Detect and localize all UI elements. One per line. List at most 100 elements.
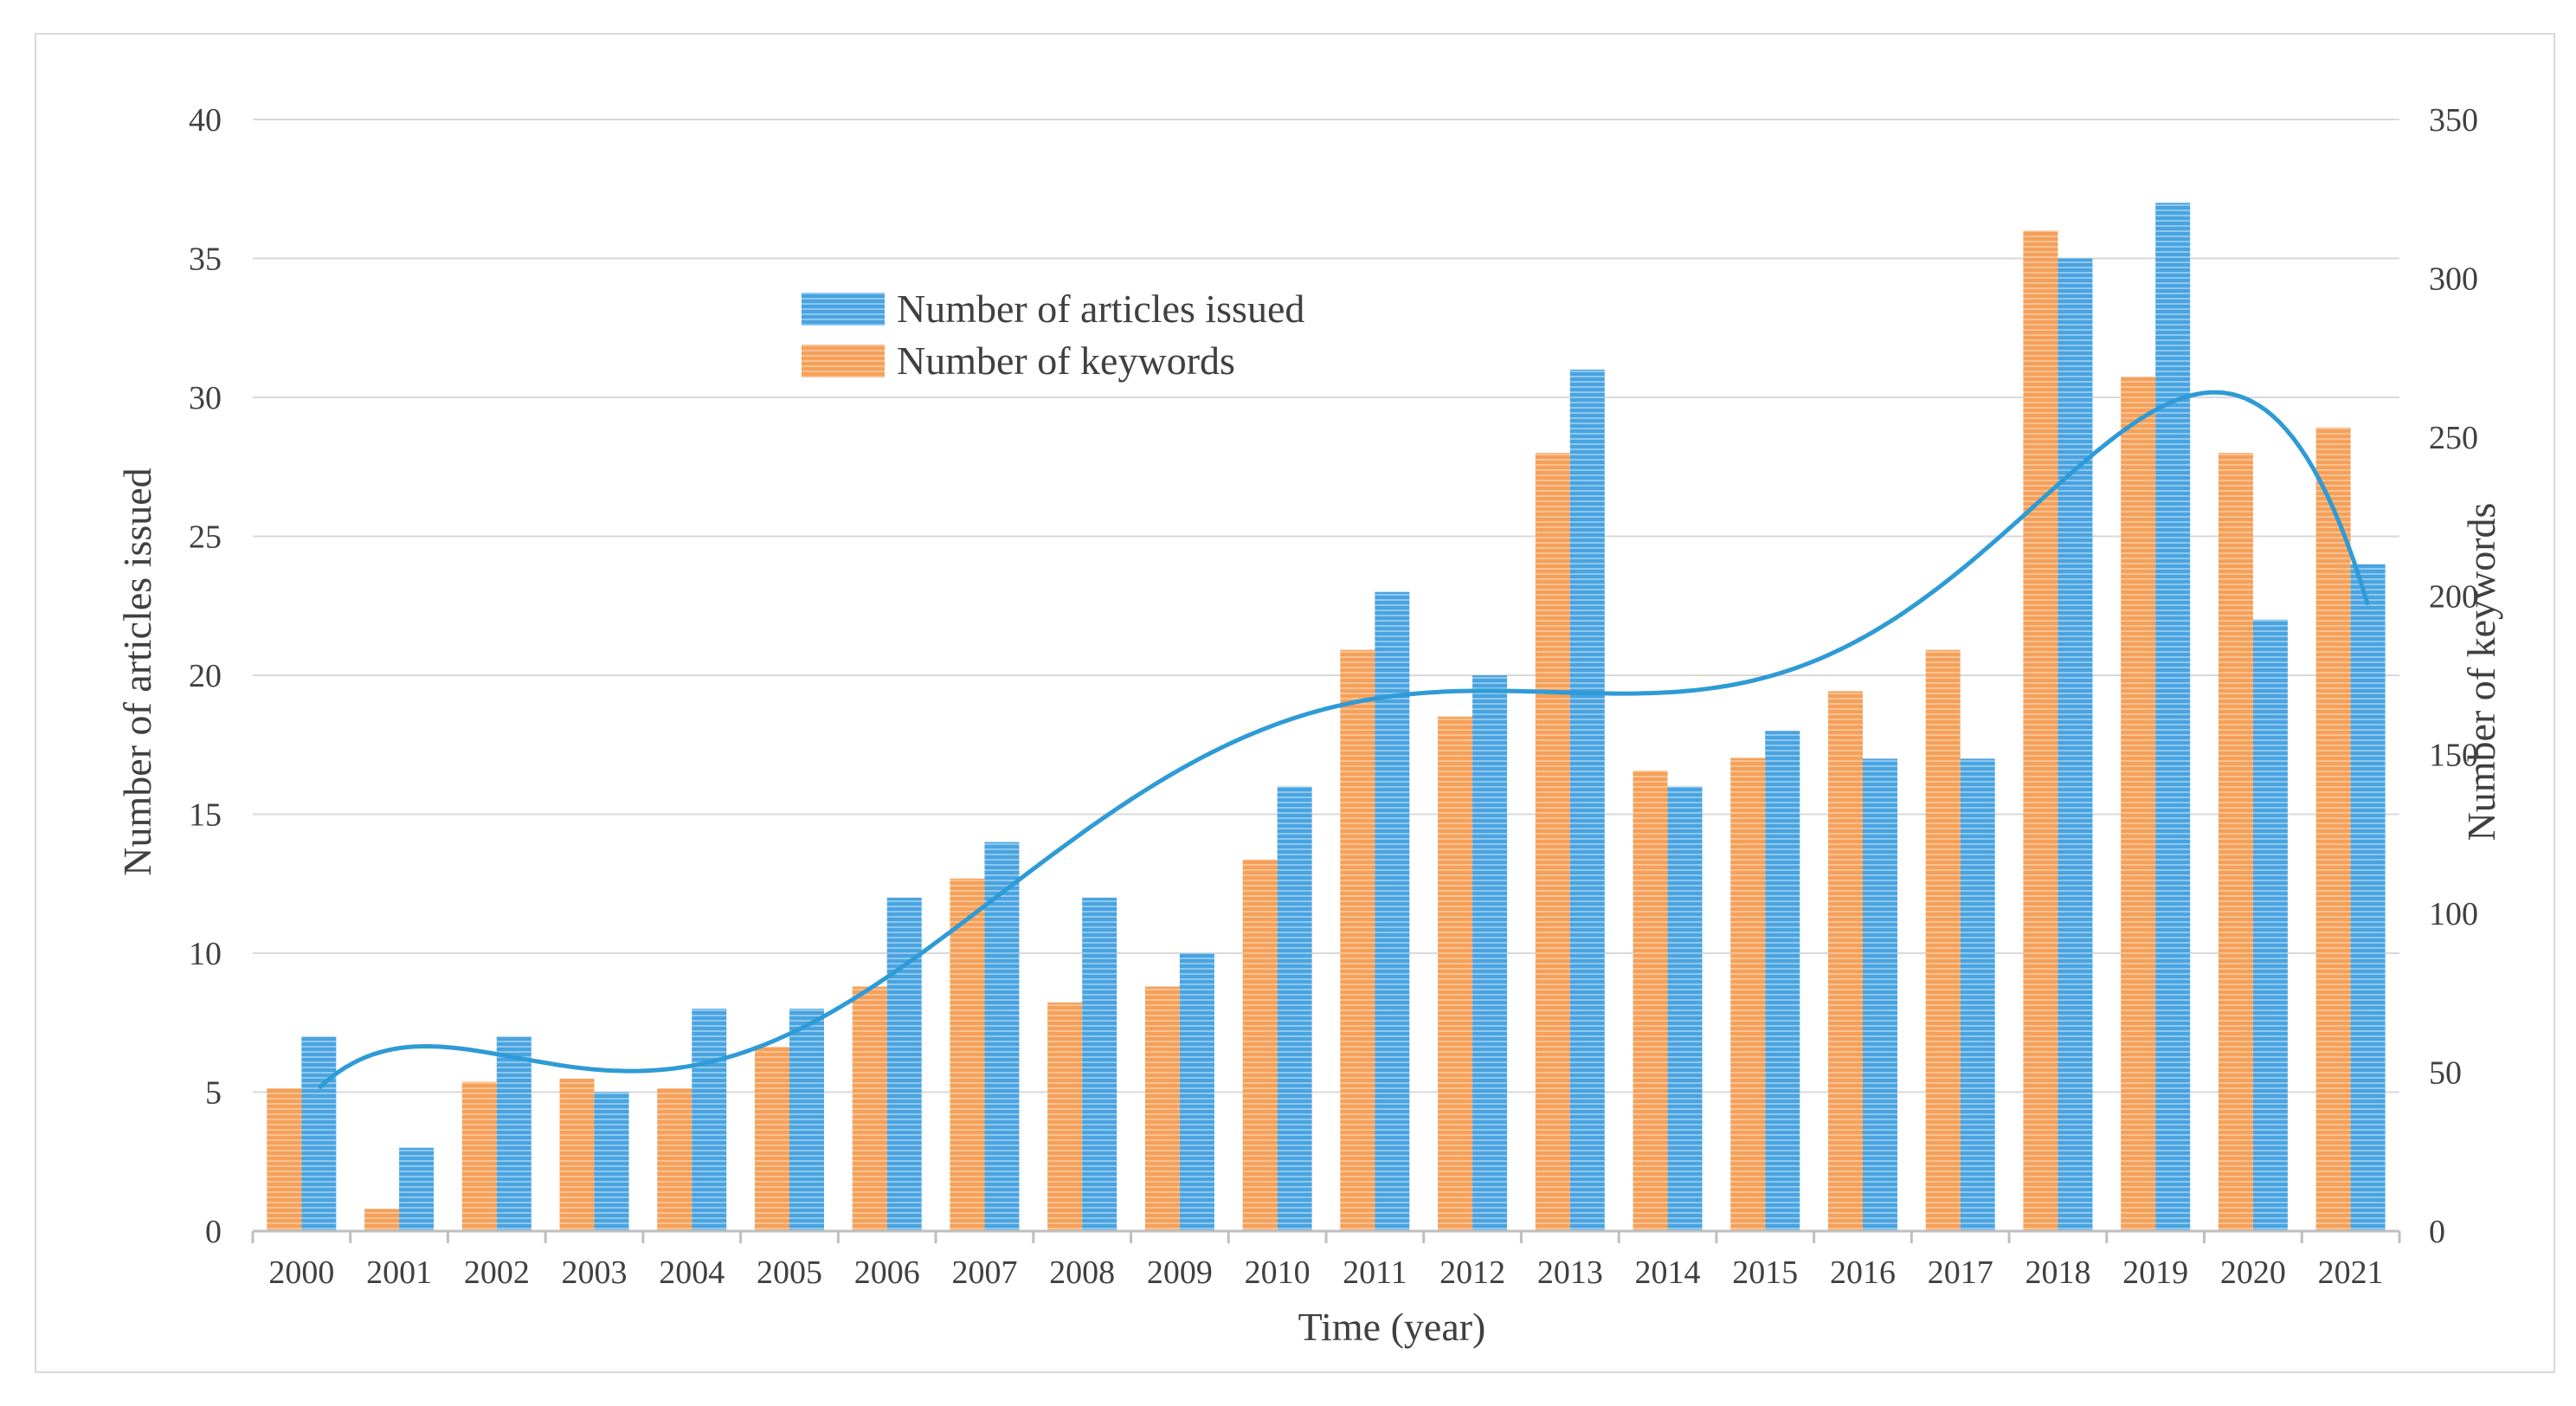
bars	[267, 203, 2386, 1231]
x-tick-label: 2017	[1928, 1254, 1993, 1291]
x-tick-label: 2005	[757, 1254, 822, 1291]
bar-articles	[1277, 786, 1312, 1231]
x-tick-label: 2000	[268, 1254, 334, 1291]
x-tick-label: 2007	[951, 1254, 1017, 1291]
y-tick-label-left: 5	[205, 1075, 222, 1112]
bar-articles	[399, 1147, 435, 1231]
bar-keywords	[2023, 230, 2058, 1231]
x-tick-label: 2009	[1147, 1254, 1213, 1291]
x-tick-label: 2006	[854, 1254, 920, 1291]
bar-keywords	[2121, 377, 2156, 1231]
axes	[251, 1229, 2401, 1243]
right-axis-ticks: 0 50 100 150 200 250 300 350	[2429, 102, 2478, 1250]
y-tick-label-right: 300	[2429, 261, 2478, 297]
bar-keywords	[1535, 453, 1570, 1231]
bar-articles	[984, 842, 1020, 1231]
legend-swatch-keywords	[802, 345, 885, 377]
bar-articles	[886, 897, 922, 1231]
bar-articles	[496, 1036, 531, 1231]
y-tick-label-left: 20	[189, 658, 222, 694]
x-tick-label: 2010	[1245, 1254, 1311, 1291]
bar-keywords	[461, 1081, 497, 1231]
x-tick-label: 2018	[2025, 1254, 2090, 1291]
y-tick-label-left: 0	[205, 1214, 222, 1250]
bar-keywords	[364, 1209, 400, 1231]
bar-keywords	[1438, 716, 1473, 1231]
bar-articles	[2058, 258, 2093, 1231]
trendline	[317, 390, 2370, 1090]
y-tick-label-left: 35	[189, 242, 222, 278]
y-axis-title-right: Number of keywords	[2459, 503, 2503, 842]
x-tick-label: 2020	[2220, 1254, 2286, 1291]
bar-keywords	[1242, 859, 1278, 1231]
bar-keywords	[1047, 1002, 1083, 1231]
y-tick-label-right: 200	[2429, 578, 2478, 615]
y-tick-label-left: 15	[189, 797, 222, 834]
bar-keywords	[2315, 427, 2351, 1231]
trendline-path	[317, 390, 2370, 1090]
bar-keywords	[1340, 649, 1375, 1231]
legend-swatch-articles	[802, 293, 885, 326]
x-tick-label: 2012	[1439, 1254, 1505, 1291]
x-tick-label: 2001	[366, 1254, 432, 1291]
bar-articles	[1082, 897, 1117, 1231]
bar-articles	[1960, 758, 1995, 1231]
x-tick-label: 2008	[1049, 1254, 1115, 1291]
legend-label-keywords: Number of keywords	[897, 339, 1235, 383]
y-tick-label-right: 350	[2429, 102, 2478, 139]
y-tick-label-left: 25	[189, 519, 222, 556]
legend-label-articles: Number of articles issued	[897, 287, 1304, 331]
bar-keywords	[559, 1078, 595, 1231]
bar-keywords	[1730, 758, 1766, 1231]
x-tick-label: 2015	[1732, 1254, 1798, 1291]
bar-keywords	[657, 1087, 692, 1231]
x-tick-label: 2002	[464, 1254, 530, 1291]
bar-articles	[1765, 731, 1800, 1231]
bar-articles	[594, 1092, 629, 1231]
y-tick-label-right: 250	[2429, 420, 2478, 456]
bar-keywords	[1144, 986, 1180, 1231]
x-axis-title: Time (year)	[1298, 1305, 1486, 1349]
y-axis-title-left: Number of articles issued	[115, 468, 159, 875]
bar-articles	[1863, 758, 1897, 1231]
bar-keywords	[950, 878, 985, 1231]
x-tick-label: 2011	[1343, 1254, 1407, 1291]
y-tick-label-left: 30	[189, 380, 222, 416]
bar-articles	[692, 1009, 727, 1231]
x-tick-label: 2016	[1830, 1254, 1896, 1291]
x-tick-label: 2019	[2122, 1254, 2188, 1291]
x-tick-label: 2004	[659, 1254, 724, 1291]
x-tick-label: 2013	[1537, 1254, 1603, 1291]
chart-svg: 0 5 10 15 20 25 30 35 40 0 50 100 150 200 250 300 350 2…	[115, 102, 2503, 1349]
bar-keywords	[267, 1087, 302, 1231]
x-tick-label: 2014	[1635, 1254, 1701, 1291]
bar-keywords	[1925, 649, 1961, 1231]
x-axis-ticks: 2000 2001 2002 2003 2004 2005 2006 2007 2008 2009…	[268, 1254, 2383, 1291]
bar-articles	[1667, 786, 1703, 1231]
bar-articles	[2155, 203, 2191, 1231]
bar-keywords	[1633, 771, 1668, 1231]
bar-keywords	[852, 986, 887, 1231]
bar-articles	[301, 1036, 337, 1231]
bar-keywords	[755, 1047, 789, 1231]
y-tick-label-right: 150	[2429, 738, 2478, 774]
bar-articles	[2350, 564, 2386, 1231]
chart-container: 0 5 10 15 20 25 30 35 40 0 50 100 150 200 250 300 350 2…	[35, 33, 2555, 1373]
y-tick-label-right: 100	[2429, 896, 2478, 932]
gridlines	[253, 119, 2399, 1093]
bar-articles	[2252, 619, 2288, 1231]
bar-articles	[789, 1009, 824, 1231]
y-tick-label-right: 0	[2429, 1214, 2445, 1250]
bar-articles	[1569, 369, 1605, 1231]
x-tick-label: 2021	[2318, 1254, 2384, 1291]
left-axis-ticks: 0 5 10 15 20 25 30 35 40	[189, 102, 222, 1250]
y-tick-label-right: 50	[2429, 1055, 2462, 1092]
bar-articles	[1472, 675, 1508, 1231]
legend: Number of articles issued Number of keyw…	[802, 287, 1304, 383]
y-tick-label-left: 10	[189, 936, 222, 972]
bar-keywords	[1828, 691, 1863, 1231]
x-tick-label: 2003	[562, 1254, 628, 1291]
y-tick-label-left: 40	[189, 102, 222, 139]
bar-articles	[1179, 953, 1214, 1231]
bar-keywords	[2218, 453, 2253, 1231]
